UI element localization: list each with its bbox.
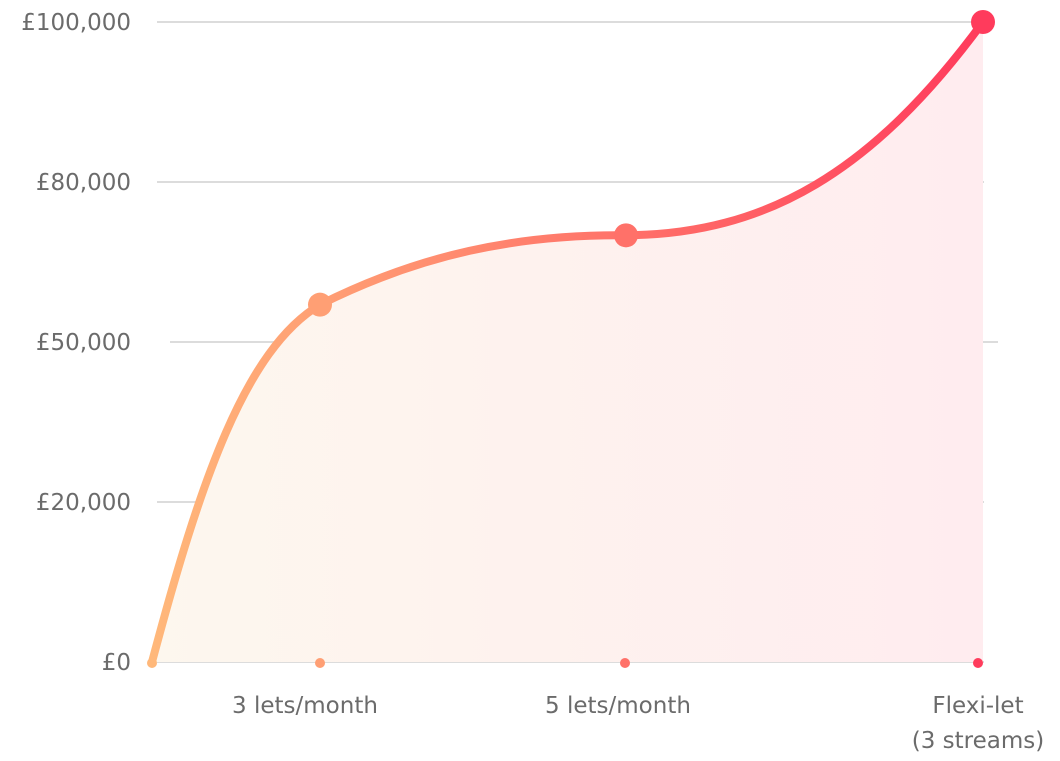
y-axis-ticks: £0 £20,000 £50,000 £80,000 £100,000 xyxy=(21,10,131,676)
data-point[interactable] xyxy=(971,10,995,34)
data-point[interactable] xyxy=(614,223,638,248)
x-axis-dot xyxy=(147,658,157,668)
x-tick-label: 3 lets/month xyxy=(232,693,378,719)
area-fill xyxy=(152,22,983,662)
x-axis-dots xyxy=(147,658,983,668)
data-point[interactable] xyxy=(308,292,332,317)
x-tick-label: Flexi-let xyxy=(932,693,1023,719)
x-tick-label: 5 lets/month xyxy=(545,693,691,719)
x-tick-label: (3 streams) xyxy=(912,728,1044,754)
y-tick-label: £20,000 xyxy=(36,490,131,516)
series-line xyxy=(148,18,987,666)
y-tick-label: £0 xyxy=(102,650,131,676)
y-tick-label: £80,000 xyxy=(36,170,131,196)
data-points xyxy=(308,10,995,317)
y-tick-label: £100,000 xyxy=(21,10,131,36)
x-axis-ticks: 3 lets/month 5 lets/month Flexi-let (3 stre… xyxy=(232,693,1044,754)
x-axis-dot xyxy=(315,658,325,668)
x-axis-dot xyxy=(620,658,630,668)
x-axis-dot xyxy=(973,658,983,668)
y-tick-label: £50,000 xyxy=(36,330,131,356)
